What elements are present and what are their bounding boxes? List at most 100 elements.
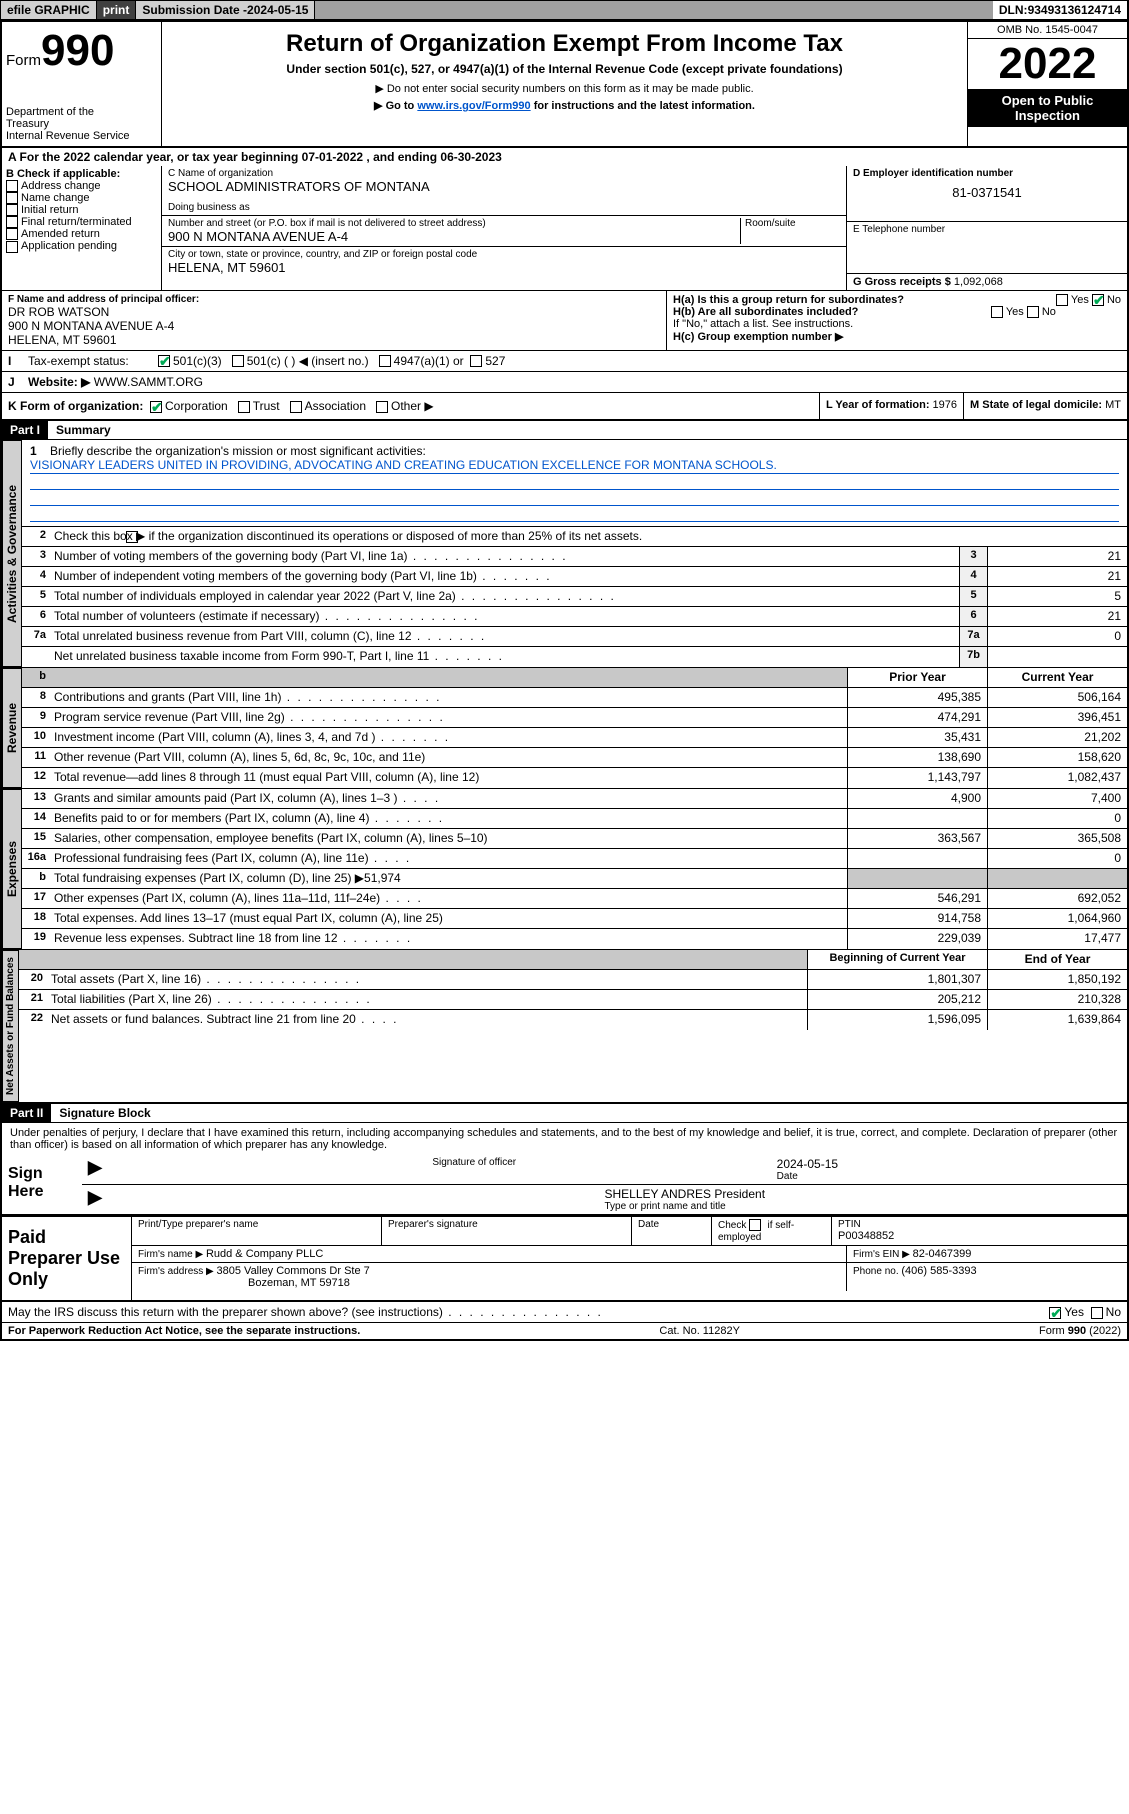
prep-h2: Preparer's signature: [388, 1219, 625, 1230]
section-fh: F Name and address of principal officer:…: [2, 291, 1127, 351]
year-formation: 1976: [933, 399, 957, 411]
summary-rev: Revenue bPrior YearCurrent Year 8Contrib…: [2, 668, 1127, 789]
k-assoc-check[interactable]: [290, 401, 302, 413]
ag-body: 1Briefly describe the organization's mis…: [22, 440, 1127, 667]
line16b-curr: [987, 869, 1127, 888]
rev-body: bPrior YearCurrent Year 8Contributions a…: [22, 668, 1127, 788]
dln-label: DLN:: [999, 3, 1028, 17]
b-opt6[interactable]: Application pending: [6, 240, 157, 252]
subdate-label: Submission Date -: [142, 3, 247, 17]
b-opt1[interactable]: Address change: [6, 180, 157, 192]
line10-text: Investment income (Part VIII, column (A)…: [50, 728, 847, 747]
line22-curr: 1,639,864: [987, 1010, 1127, 1030]
line8-curr: 506,164: [987, 688, 1127, 707]
d-row: D Employer identification number 81-0371…: [847, 166, 1127, 222]
line9-curr: 396,451: [987, 708, 1127, 727]
firm-name: Rudd & Company PLLC: [206, 1248, 323, 1260]
line16b-prior: [847, 869, 987, 888]
discuss-yes: Yes: [1064, 1305, 1084, 1319]
k-trust-check[interactable]: [238, 401, 250, 413]
line18-text: Total expenses. Add lines 13–17 (must eq…: [50, 909, 847, 928]
section-j: J Website: ▶ WWW.SAMMT.ORG: [2, 372, 1127, 393]
mission-label: Briefly describe the organization's miss…: [50, 444, 426, 458]
b-opt2[interactable]: Name change: [6, 192, 157, 204]
line9: 9Program service revenue (Part VIII, lin…: [22, 708, 1127, 728]
d-label: D Employer identification number: [853, 168, 1121, 179]
part1-badge: Part I: [2, 421, 48, 439]
k-other: Other ▶: [391, 399, 434, 413]
b-opt4[interactable]: Final return/terminated: [6, 216, 157, 228]
i-501c-check[interactable]: [232, 355, 244, 367]
line21: 21Total liabilities (Part X, line 26)205…: [19, 990, 1127, 1010]
sig-type-label: Type or print name and title: [605, 1201, 1122, 1212]
line1: 1Briefly describe the organization's mis…: [22, 440, 1127, 527]
k-corp-check[interactable]: [150, 401, 162, 413]
efile-button[interactable]: efile GRAPHIC: [1, 1, 97, 19]
i-527-check[interactable]: [470, 355, 482, 367]
sig-date: 2024-05-15: [777, 1157, 1121, 1171]
discuss-no-check[interactable]: [1091, 1307, 1103, 1319]
part2-title: Signature Block: [51, 1104, 158, 1122]
line17-curr: 692,052: [987, 889, 1127, 908]
line20-prior: 1,801,307: [807, 970, 987, 989]
sig-line2: ▶ SHELLEY ANDRES PresidentType or print …: [82, 1185, 1127, 1214]
line17-text: Other expenses (Part IX, column (A), lin…: [50, 889, 847, 908]
form-note1: ▶ Do not enter social security numbers o…: [166, 82, 963, 95]
irs-link[interactable]: www.irs.gov/Form990: [417, 100, 530, 112]
beg-year-hdr: Beginning of Current Year: [807, 950, 987, 969]
line21-text: Total liabilities (Part X, line 26): [47, 990, 807, 1009]
line11-curr: 158,620: [987, 748, 1127, 767]
sig-line1: ▶ Signature of officer 2024-05-15Date: [82, 1155, 1127, 1185]
part2-header-row: Part II Signature Block: [2, 1104, 1127, 1123]
h-col: H(a) Is this a group return for subordin…: [667, 291, 1127, 350]
hb-no-check[interactable]: [1027, 306, 1039, 318]
line6: 6Total number of volunteers (estimate if…: [22, 607, 1127, 627]
prep-row1: Print/Type preparer's name Preparer's si…: [132, 1217, 1127, 1246]
line16b-text: Total fundraising expenses (Part IX, col…: [50, 869, 847, 888]
c-addr-row: Number and street (or P.O. box if mail i…: [162, 216, 846, 247]
k-other-check[interactable]: [376, 401, 388, 413]
i-501c: 501(c) ( ) ◀ (insert no.): [247, 354, 369, 368]
self-employed-check[interactable]: [749, 1219, 761, 1231]
ein-label: Firm's EIN ▶: [853, 1249, 913, 1260]
vtab-expenses: Expenses: [2, 789, 22, 949]
firm-phone: (406) 585-3393: [901, 1265, 976, 1277]
c-name-label: C Name of organization: [168, 168, 840, 179]
part1-header-row: Part I Summary: [2, 421, 1127, 440]
line8-text: Contributions and grants (Part VIII, lin…: [50, 688, 847, 707]
hb-label: H(b) Are all subordinates included?: [673, 306, 858, 318]
discuss-yes-check[interactable]: [1049, 1307, 1061, 1319]
i-label: Tax-exempt status:: [28, 354, 158, 368]
line3-val: 21: [987, 547, 1127, 566]
line2-check[interactable]: [126, 531, 138, 543]
line18: 18Total expenses. Add lines 13–17 (must …: [22, 909, 1127, 929]
i-501c3-check[interactable]: [158, 355, 170, 367]
j-content: Website: ▶ WWW.SAMMT.ORG: [22, 372, 209, 392]
discuss-no: No: [1106, 1305, 1121, 1319]
topbar-spacer: [315, 1, 992, 19]
prep-h1: Print/Type preparer's name: [138, 1219, 375, 1230]
line19-prior: 229,039: [847, 929, 987, 949]
b-opt3[interactable]: Initial return: [6, 204, 157, 216]
line20: 20Total assets (Part X, line 16)1,801,30…: [19, 970, 1127, 990]
line9-prior: 474,291: [847, 708, 987, 727]
m-label: M State of legal domicile:: [970, 399, 1105, 411]
line6-text: Total number of volunteers (estimate if …: [50, 607, 959, 626]
b-opt5[interactable]: Amended return: [6, 228, 157, 240]
firm-ein: 82-0467399: [913, 1248, 972, 1260]
line14-prior: [847, 809, 987, 828]
print-button[interactable]: print: [97, 1, 137, 19]
ha-no-check[interactable]: [1092, 294, 1104, 306]
f-label: F Name and address of principal officer:: [8, 294, 660, 305]
line21-prior: 205,212: [807, 990, 987, 1009]
hb-yes-check[interactable]: [991, 306, 1003, 318]
line16b-val: 51,974: [364, 871, 401, 885]
dept-line1: Department of the: [6, 106, 157, 118]
b-opt3-label: Initial return: [21, 204, 78, 216]
ha-yes-check[interactable]: [1056, 294, 1068, 306]
firm-addr2: Bozeman, MT 59718: [248, 1277, 350, 1289]
i-4947-check[interactable]: [379, 355, 391, 367]
prep-row2: Firm's name ▶ Rudd & Company PLLC Firm's…: [132, 1246, 1127, 1263]
sig-date-label: Date: [777, 1171, 1121, 1182]
paid-preparer: Paid Preparer Use Only Print/Type prepar…: [2, 1215, 1127, 1302]
